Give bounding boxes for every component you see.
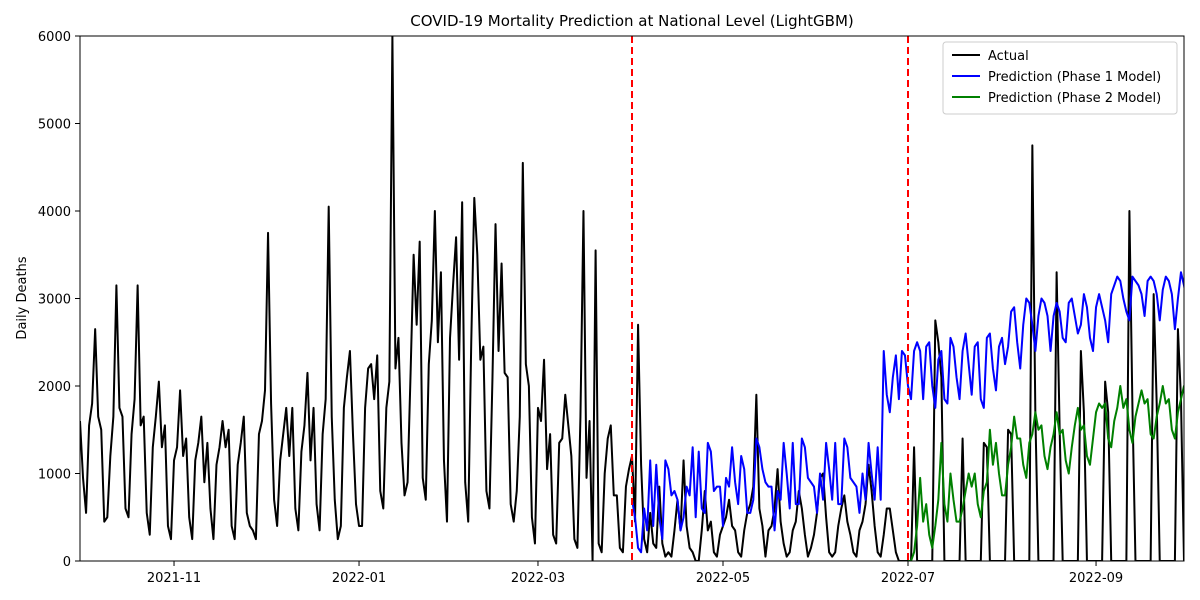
chart-title: COVID-19 Mortality Prediction at Nationa…	[410, 12, 854, 30]
x-tick-label: 2022-03	[511, 571, 565, 586]
y-tick-label: 3000	[38, 293, 71, 308]
legend-label: Prediction (Phase 2 Model)	[988, 91, 1161, 106]
series-line-1	[80, 36, 1184, 561]
x-tick-label: 2022-05	[696, 571, 750, 586]
x-tick-label: 2022-09	[1069, 571, 1123, 586]
y-axis-ticks: 0 1000 2000 3000 4000 5000 6000	[38, 30, 80, 570]
x-tick-label: 2021-11	[147, 571, 201, 586]
legend: Actual Prediction (Phase 1 Model) Predicti…	[942, 41, 1178, 115]
y-tick-label: 4000	[38, 205, 71, 220]
y-tick-label: 1000	[38, 468, 71, 483]
y-tick-label: 6000	[38, 30, 71, 45]
x-tick-label: 2022-01	[332, 571, 386, 586]
series-line-2	[631, 271, 1184, 554]
series-line-3	[908, 385, 1184, 561]
y-tick-label: 0	[63, 555, 71, 570]
x-tick-label: 2022-07	[881, 571, 935, 586]
legend-label: Prediction (Phase 1 Model)	[988, 70, 1161, 85]
legend-label: Actual	[988, 49, 1029, 64]
y-tick-label: 5000	[38, 118, 71, 133]
series-layer	[80, 36, 1184, 561]
x-axis-ticks: 2021-11 2022-01 2022-03 2022-05 2022-07 2022-…	[147, 561, 1123, 586]
legend-box	[942, 41, 1178, 115]
y-tick-label: 2000	[38, 380, 71, 395]
y-axis-label: Daily Deaths	[15, 256, 30, 339]
